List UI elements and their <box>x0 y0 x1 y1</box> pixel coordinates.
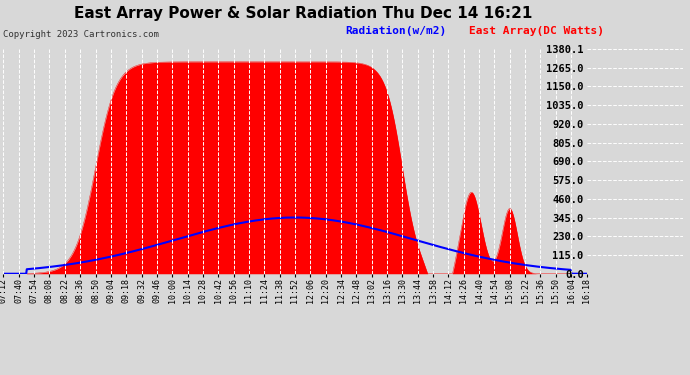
Text: Radiation(w/m2): Radiation(w/m2) <box>345 26 446 36</box>
Text: East Array Power & Solar Radiation Thu Dec 14 16:21: East Array Power & Solar Radiation Thu D… <box>75 6 533 21</box>
Text: East Array(DC Watts): East Array(DC Watts) <box>469 26 604 36</box>
Text: Copyright 2023 Cartronics.com: Copyright 2023 Cartronics.com <box>3 30 159 39</box>
